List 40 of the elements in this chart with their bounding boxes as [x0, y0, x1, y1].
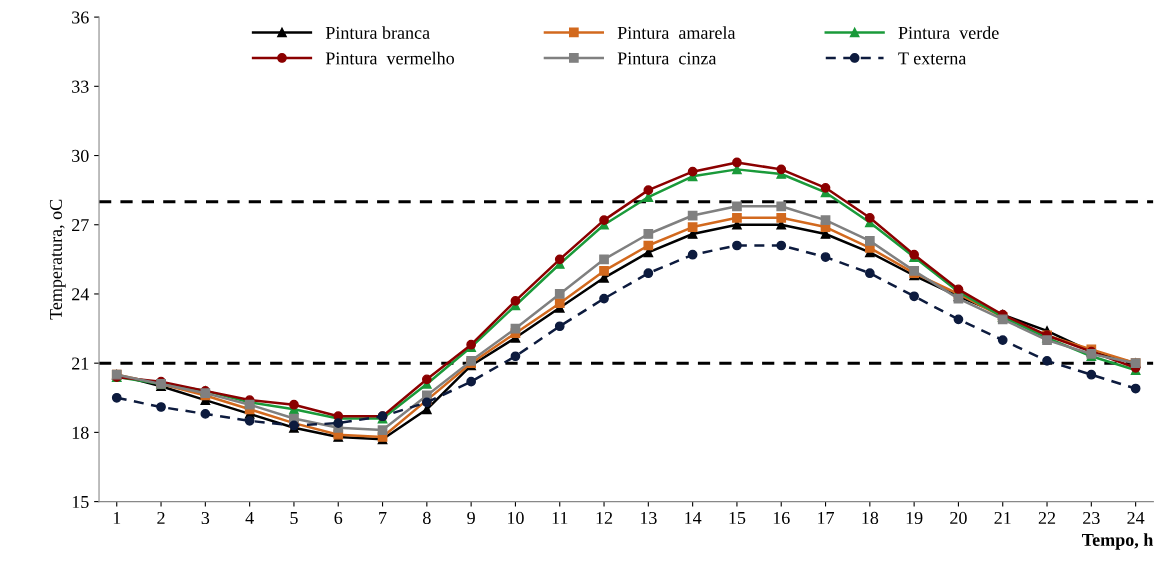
legend-label: Pintura vermelho [325, 51, 454, 65]
legend-label: Pintura verde [898, 26, 999, 39]
x-tick-label: 8 [423, 511, 431, 525]
x-tick-label: 5 [290, 512, 298, 525]
x-tick-label: 16 [773, 511, 790, 525]
y-tick-label: 33 [72, 80, 89, 93]
x-tick-label: 10 [508, 511, 524, 525]
x-tick-label: 1 [113, 511, 121, 524]
x-tick-label: 13 [640, 511, 657, 525]
x-tick-label: 11 [552, 511, 568, 524]
x-axis-title: Tempo, h [1082, 533, 1154, 550]
y-tick-label: 24 [72, 288, 90, 301]
x-tick-label: 9 [467, 511, 475, 525]
x-tick-label: 12 [596, 511, 613, 524]
y-tick-label: 30 [72, 149, 89, 162]
y-tick-label: 21 [72, 357, 89, 370]
x-tick-label: 22 [1038, 511, 1056, 524]
x-tick-label: 19 [906, 511, 923, 525]
x-tick-label: 18 [862, 511, 879, 525]
y-tick-label: 27 [72, 219, 89, 232]
x-tick-label: 17 [818, 511, 835, 524]
y-tick-label: 15 [72, 495, 89, 509]
x-tick-label: 20 [950, 511, 967, 525]
x-tick-label: 24 [1127, 511, 1145, 524]
y-tick-label: 36 [72, 11, 89, 24]
legend-label: Pintura branca [325, 26, 430, 39]
x-tick-label: 2 [157, 511, 165, 524]
x-tick-label: 3 [201, 511, 210, 525]
x-tick-label: 4 [245, 511, 254, 524]
x-tick-label: 6 [334, 511, 343, 525]
legend-label: Pintura cinza [617, 52, 717, 65]
y-tick-label: 18 [72, 426, 89, 439]
x-tick-label: 7 [379, 512, 387, 524]
x-tick-label: 23 [1083, 511, 1100, 525]
x-tick-label: 15 [729, 511, 746, 525]
x-tick-label: 14 [685, 511, 702, 524]
legend-label: T externa [898, 52, 967, 65]
x-tick-label: 21 [994, 511, 1011, 524]
legend-label: Pintura amarela [617, 26, 736, 39]
y-axis-title: Temperatura, oC [49, 199, 66, 320]
